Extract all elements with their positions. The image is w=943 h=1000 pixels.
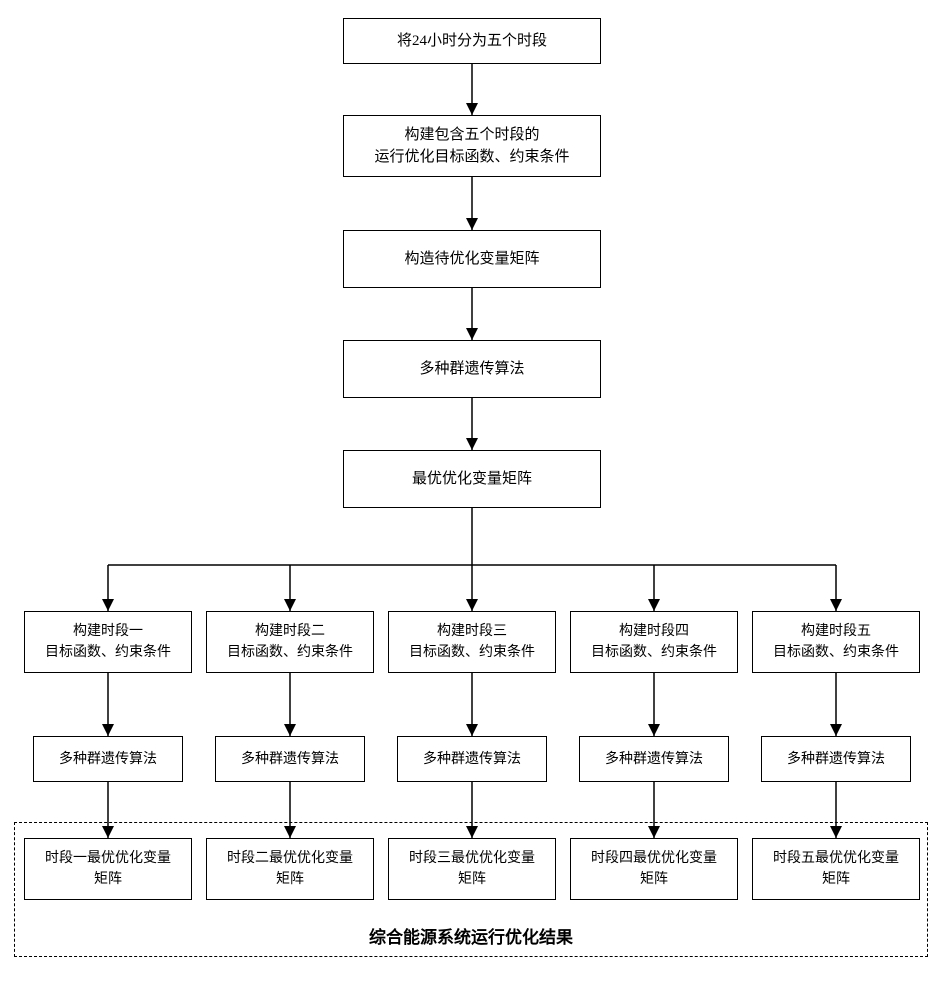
node-label: 构建包含五个时段的 运行优化目标函数、约束条件 xyxy=(374,124,569,169)
col-node-objective: 构建时段四目标函数、约束条件 xyxy=(570,611,738,673)
node-label: 最优优化变量矩阵 xyxy=(412,468,532,491)
col-node-objective: 构建时段二目标函数、约束条件 xyxy=(206,611,374,673)
col-node-mpga: 多种群遗传算法 xyxy=(397,736,547,782)
node-mpga: 多种群遗传算法 xyxy=(343,340,601,398)
node-label: 构造待优化变量矩阵 xyxy=(404,248,539,271)
col-node-mpga: 多种群遗传算法 xyxy=(761,736,911,782)
col-node-mpga: 多种群遗传算法 xyxy=(33,736,183,782)
node-label: 将24小时分为五个时段 xyxy=(397,30,547,53)
col-node-objective: 构建时段一目标函数、约束条件 xyxy=(24,611,192,673)
col-node-mpga: 多种群遗传算法 xyxy=(579,736,729,782)
col-node-mpga: 多种群遗传算法 xyxy=(215,736,365,782)
node-build-objective: 构建包含五个时段的 运行优化目标函数、约束条件 xyxy=(343,115,601,177)
node-optimal-matrix: 最优优化变量矩阵 xyxy=(343,450,601,508)
result-label: 综合能源系统运行优化结果 xyxy=(14,923,928,948)
node-build-matrix: 构造待优化变量矩阵 xyxy=(343,230,601,288)
node-divide-24h: 将24小时分为五个时段 xyxy=(343,18,601,64)
col-node-objective: 构建时段三目标函数、约束条件 xyxy=(388,611,556,673)
node-label: 多种群遗传算法 xyxy=(419,358,524,381)
col-node-objective: 构建时段五目标函数、约束条件 xyxy=(752,611,920,673)
